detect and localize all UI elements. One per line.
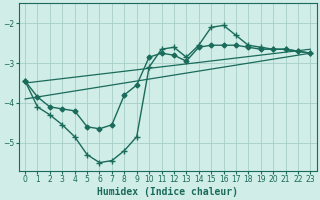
X-axis label: Humidex (Indice chaleur): Humidex (Indice chaleur) bbox=[97, 186, 238, 197]
